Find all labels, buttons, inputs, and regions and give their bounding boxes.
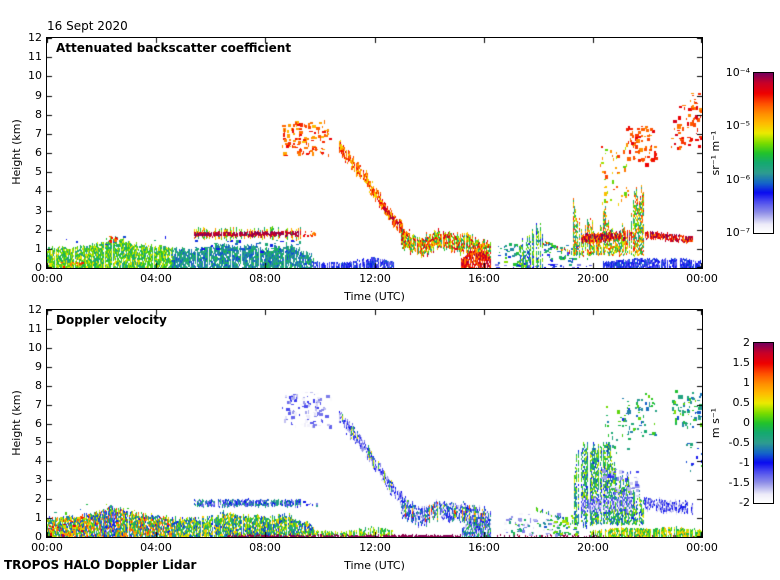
velocity-x-axis-label: Time (UTC) <box>344 559 405 572</box>
x-tick-label: 08:00 <box>249 272 281 285</box>
velocity-colorbar <box>753 342 774 504</box>
cbar-tick-label: 10⁻⁶ <box>725 173 750 186</box>
cbar-tick-label: 10⁻⁷ <box>725 226 750 239</box>
cbar-tick-label: -2 <box>739 496 750 509</box>
y-tick-label: 1 <box>35 242 42 255</box>
cbar-tick-label: -1 <box>739 456 750 469</box>
velocity-y-axis-label: Height (km) <box>10 390 23 456</box>
y-tick-label: 5 <box>35 435 42 448</box>
velocity-colorbar-unit: m s⁻¹ <box>709 407 722 439</box>
y-tick-label: 6 <box>35 417 42 430</box>
y-tick-label: 1 <box>35 511 42 524</box>
cbar-tick-label: 10⁻⁴ <box>725 66 750 79</box>
x-tick-label: 04:00 <box>140 541 172 554</box>
x-tick-label: 00:00 <box>686 272 718 285</box>
backscatter-colorbar <box>753 72 774 234</box>
y-tick-label: 7 <box>35 127 42 140</box>
x-tick-label: 04:00 <box>140 272 172 285</box>
cbar-tick-label: 0.5 <box>732 396 751 409</box>
y-tick-label: 11 <box>28 322 42 335</box>
y-tick-label: 8 <box>35 108 42 121</box>
velocity-panel-title: Doppler velocity <box>56 313 167 327</box>
cbar-tick-label: 2 <box>743 336 750 349</box>
backscatter-plot-area: Attenuated backscatter coefficient <box>46 37 703 269</box>
y-tick-label: 2 <box>35 223 42 236</box>
x-tick-label: 20:00 <box>577 272 609 285</box>
y-tick-label: 11 <box>28 50 42 63</box>
y-tick-label: 5 <box>35 165 42 178</box>
velocity-colorbar-gradient <box>754 343 773 503</box>
y-tick-label: 4 <box>35 184 42 197</box>
y-tick-label: 9 <box>35 360 42 373</box>
backscatter-x-axis-label: Time (UTC) <box>344 290 405 303</box>
y-tick-label: 3 <box>35 473 42 486</box>
x-tick-label: 08:00 <box>249 541 281 554</box>
cbar-tick-label: 1.5 <box>732 356 751 369</box>
y-tick-label: 3 <box>35 204 42 217</box>
y-tick-label: 10 <box>28 69 42 82</box>
y-tick-label: 0 <box>35 261 42 274</box>
instrument-label: TROPOS HALO Doppler Lidar <box>4 558 197 572</box>
y-tick-label: 12 <box>28 303 42 316</box>
x-tick-label: 00:00 <box>686 541 718 554</box>
backscatter-colorbar-gradient <box>754 73 773 233</box>
x-tick-label: 00:00 <box>31 541 63 554</box>
y-tick-label: 0 <box>35 530 42 543</box>
backscatter-y-axis-label: Height (km) <box>10 119 23 185</box>
y-tick-label: 4 <box>35 454 42 467</box>
date-label: 16 Sept 2020 <box>47 19 128 33</box>
y-tick-label: 6 <box>35 146 42 159</box>
x-tick-label: 00:00 <box>31 272 63 285</box>
y-tick-label: 10 <box>28 341 42 354</box>
cbar-tick-label: 0 <box>743 416 750 429</box>
y-tick-label: 2 <box>35 492 42 505</box>
backscatter-panel-title: Attenuated backscatter coefficient <box>56 41 292 55</box>
x-tick-label: 12:00 <box>359 541 391 554</box>
x-tick-label: 20:00 <box>577 541 609 554</box>
x-tick-label: 16:00 <box>468 272 500 285</box>
x-tick-label: 12:00 <box>359 272 391 285</box>
cbar-tick-label: 10⁻⁵ <box>725 119 750 132</box>
velocity-heatmap-canvas <box>47 310 702 537</box>
y-tick-label: 12 <box>28 31 42 44</box>
y-tick-label: 8 <box>35 379 42 392</box>
backscatter-heatmap-canvas <box>47 38 702 268</box>
velocity-plot-area: Doppler velocity <box>46 309 703 538</box>
y-tick-label: 9 <box>35 89 42 102</box>
cbar-tick-label: -0.5 <box>728 436 750 449</box>
cbar-tick-label: 1 <box>743 376 750 389</box>
backscatter-colorbar-unit: sr⁻¹ m⁻¹ <box>709 130 722 176</box>
cbar-tick-label: -1.5 <box>728 476 750 489</box>
y-tick-label: 7 <box>35 398 42 411</box>
x-tick-label: 16:00 <box>468 541 500 554</box>
